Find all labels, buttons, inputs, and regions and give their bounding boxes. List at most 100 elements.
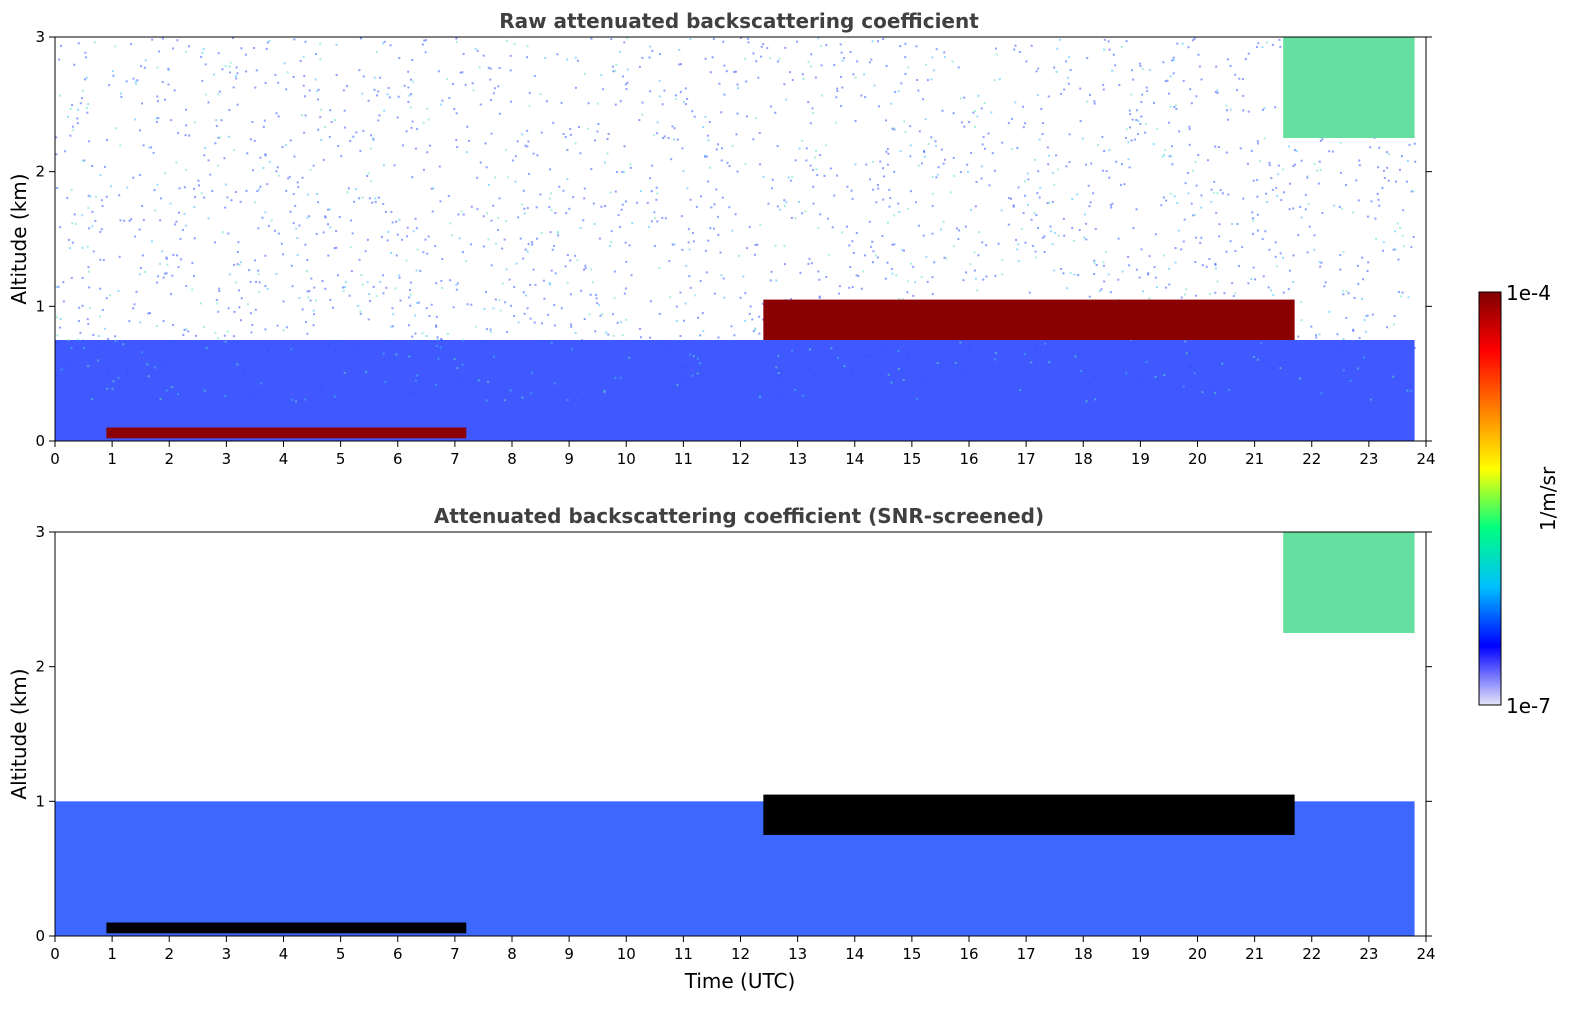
noise-pixel (1234, 73, 1237, 76)
noise-pixel (1395, 180, 1398, 183)
noise-pixel (1321, 212, 1324, 215)
noise-pixel (897, 364, 900, 367)
noise-pixel (713, 203, 716, 206)
noise-pixel (240, 394, 243, 397)
noise-pixel (487, 66, 490, 69)
noise-pixel (1282, 256, 1285, 259)
noise-pixel (1123, 183, 1126, 186)
noise-pixel (70, 188, 73, 191)
noise-pixel (1053, 231, 1056, 234)
noise-pixel (1070, 350, 1073, 353)
noise-pixel (383, 109, 386, 112)
noise-pixel (155, 117, 158, 120)
noise-pixel (304, 320, 307, 323)
noise-pixel (304, 95, 307, 98)
noise-pixel (293, 155, 296, 158)
noise-pixel (103, 165, 106, 168)
noise-pixel (725, 70, 728, 73)
noise-pixel (159, 219, 162, 222)
noise-pixel (916, 78, 919, 81)
noise-pixel (501, 247, 504, 250)
noise-pixel (228, 273, 231, 276)
noise-pixel (791, 175, 794, 178)
noise-pixel (471, 385, 474, 388)
noise-pixel (445, 78, 448, 81)
noise-pixel (911, 392, 914, 395)
noise-pixel (474, 325, 477, 328)
noise-pixel (868, 61, 871, 64)
noise-pixel (1293, 149, 1296, 152)
noise-pixel (1017, 186, 1020, 189)
noise-pixel (693, 115, 696, 118)
noise-pixel (565, 58, 568, 61)
noise-pixel (380, 389, 383, 392)
noise-pixel (789, 179, 792, 182)
noise-pixel (99, 315, 102, 318)
noise-pixel (534, 370, 537, 373)
noise-pixel (1010, 117, 1013, 120)
noise-pixel (263, 119, 266, 122)
noise-pixel (482, 245, 485, 248)
noise-pixel (1339, 171, 1342, 174)
noise-pixel (163, 98, 166, 101)
noise-pixel (808, 348, 811, 351)
noise-pixel (67, 238, 70, 241)
noise-pixel (624, 200, 627, 203)
noise-pixel (1010, 365, 1013, 368)
noise-pixel (268, 40, 271, 43)
noise-pixel (1195, 95, 1198, 98)
noise-pixel (1365, 330, 1368, 333)
noise-pixel (366, 281, 369, 284)
noise-pixel (1300, 301, 1303, 304)
noise-pixel (1139, 122, 1142, 125)
noise-pixel (226, 330, 229, 333)
noise-pixel (296, 253, 299, 256)
noise-pixel (395, 254, 398, 257)
noise-pixel (240, 297, 243, 300)
noise-pixel (519, 237, 522, 240)
noise-pixel (1057, 234, 1060, 237)
noise-pixel (712, 37, 715, 40)
noise-pixel (550, 209, 553, 212)
noise-pixel (264, 345, 267, 348)
noise-pixel (73, 63, 76, 66)
noise-pixel (1355, 179, 1358, 182)
noise-pixel (1092, 192, 1095, 195)
noise-pixel (203, 154, 206, 157)
noise-pixel (1352, 329, 1355, 332)
noise-pixel (173, 349, 176, 352)
noise-pixel (384, 210, 387, 213)
noise-pixel (571, 348, 574, 351)
noise-pixel (470, 303, 473, 306)
noise-pixel (737, 87, 740, 90)
noise-pixel (253, 47, 256, 50)
noise-pixel (936, 173, 939, 176)
noise-pixel (1188, 143, 1191, 146)
noise-pixel (516, 140, 519, 143)
noise-pixel (1321, 358, 1324, 361)
noise-pixel (428, 144, 431, 147)
noise-pixel (514, 155, 517, 158)
noise-pixel (134, 80, 137, 83)
noise-pixel (217, 52, 220, 55)
noise-pixel (148, 146, 151, 149)
noise-pixel (587, 127, 590, 130)
noise-pixel (244, 53, 247, 56)
noise-pixel (1170, 154, 1173, 157)
noise-pixel (1067, 76, 1070, 79)
noise-pixel (684, 87, 687, 90)
noise-pixel (78, 306, 81, 309)
bottom-panel-title: Attenuated backscattering coefficient (S… (434, 504, 1044, 528)
noise-pixel (1300, 159, 1303, 162)
noise-pixel (1141, 361, 1144, 364)
noise-pixel (436, 338, 439, 341)
noise-pixel (590, 168, 593, 171)
noise-pixel (472, 89, 475, 92)
noise-pixel (499, 309, 502, 312)
noise-pixel (1256, 358, 1259, 361)
noise-pixel (871, 240, 874, 243)
noise-pixel (217, 287, 220, 290)
noise-pixel (100, 199, 103, 202)
noise-pixel (194, 196, 197, 199)
noise-pixel (59, 317, 62, 320)
